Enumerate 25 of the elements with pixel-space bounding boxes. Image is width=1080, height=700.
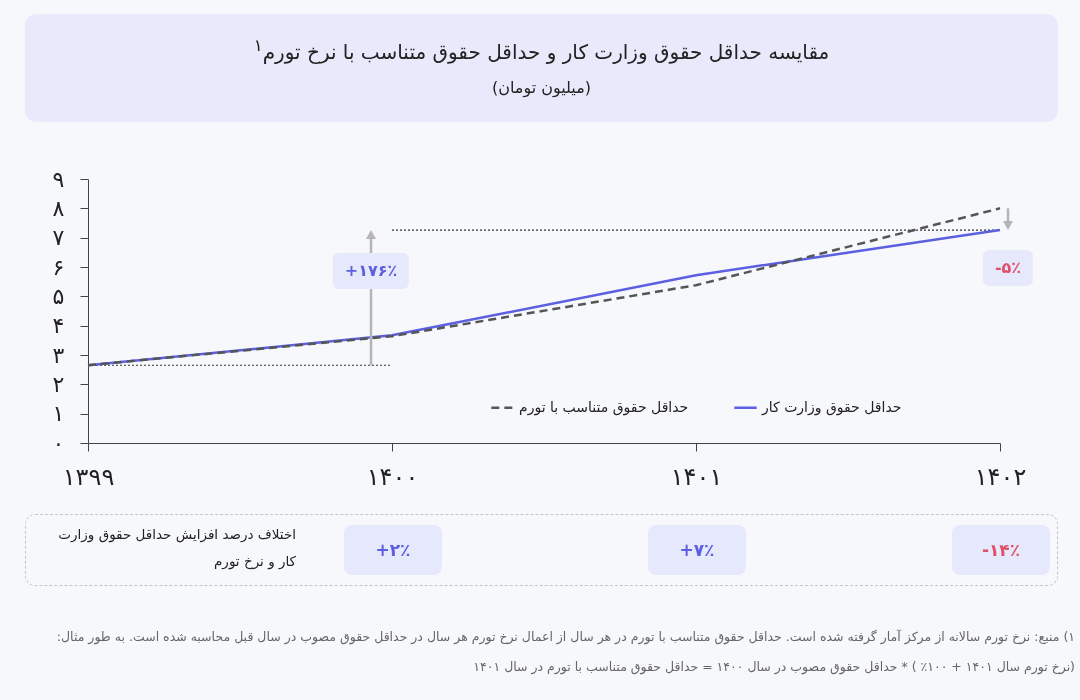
x-tick-label: ۱۴۰۱ [670, 462, 723, 491]
text: +۷٪ [648, 525, 746, 575]
x-tick-label: ۱۳۹۹ [62, 462, 115, 491]
text: -۱۴٪ [952, 525, 1050, 575]
y-tick-label: ۳ [52, 342, 65, 368]
y-tick-label: ۲ [52, 371, 65, 397]
legend-label: حداقل حقوق متناسب با تورم [519, 398, 689, 416]
legend-label: حداقل حقوق وزارت کار [761, 398, 902, 416]
y-tick-label: ۱ [52, 401, 65, 427]
y-tick-label: ۰ [52, 430, 65, 456]
chart-subtitle: (میلیون تومان) [491, 77, 592, 97]
text: ۱) منبع: نرخ تورم سالانه از مرکز آمار گرفته شده است. حداقل حقوق متناسب با تورم در هر سال از اعمال نرخ تورم هر سال در حداقل حقوق مصوب در سال قبل محاسبه شده است. به طور مثال: (نرخ تورم سال ۱۴۰۱ + ۱۰۰٪ ) * حداقل حقوق مصوب در سال ۱۴۰۰ = حداقل حقوق متناسب با تورم در سال ۱۴۰۱ [56, 629, 1075, 674]
y-tick-label: ۶ [52, 254, 65, 280]
annotation: +۱۷۶٪ [332, 253, 410, 290]
y-tick-label: ۸ [52, 195, 65, 221]
y-tick-label: ۷ [52, 225, 65, 251]
y-tick-label: ۴ [52, 313, 65, 339]
annotation: -۵٪ [982, 250, 1034, 287]
x-tick-label: ۱۴۰۲ [974, 462, 1027, 491]
text: +۲٪ [344, 525, 442, 575]
text: اختلاف درصد افزایش حداقل حقوق وزارت کار و نرخ تورم [57, 525, 296, 572]
chart-title: مقایسه حداقل حقوق وزارت کار و حداقل حقوق متناسب با نرخ تورم$^{۱}$ [252, 36, 831, 64]
y-tick-label: ۵ [52, 283, 65, 309]
y-tick-label: ۹ [52, 166, 65, 192]
x-tick-label: ۱۴۰۰ [366, 462, 419, 491]
